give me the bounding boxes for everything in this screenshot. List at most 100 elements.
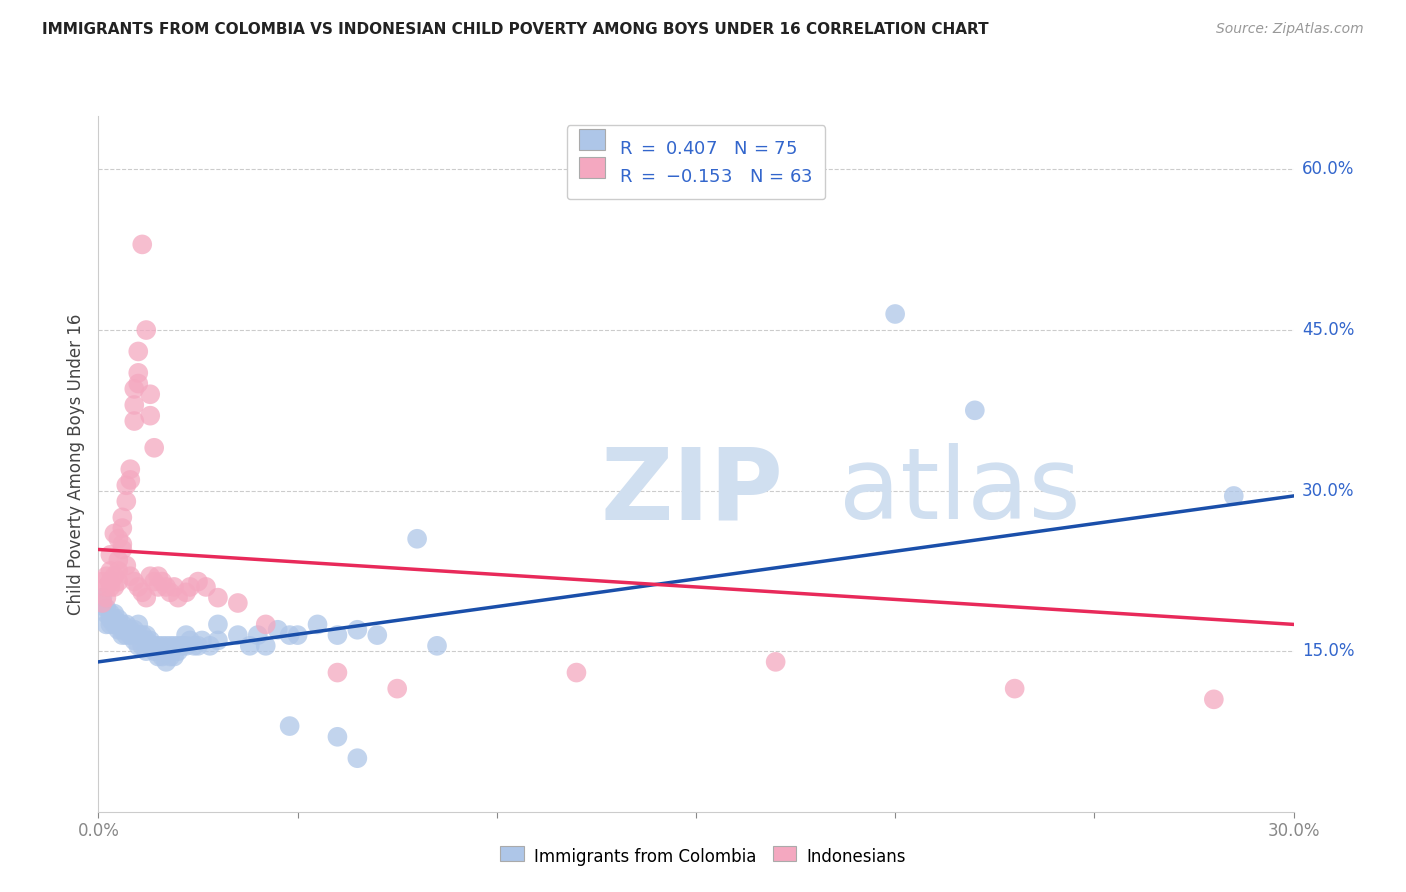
Point [96, 580, 118, 594]
Point [127, 580, 149, 594]
Point [115, 494, 138, 508]
Point [179, 633, 201, 648]
Point [148, 649, 170, 664]
Point [139, 639, 162, 653]
Point [187, 639, 209, 653]
Point [96, 591, 118, 605]
Text: Source: ZipAtlas.com: Source: ZipAtlas.com [1216, 22, 1364, 37]
Point [187, 574, 209, 589]
Point [124, 623, 146, 637]
Text: 15.0%: 15.0% [1302, 642, 1354, 660]
Point [254, 639, 277, 653]
Point [98, 548, 122, 562]
Point [98, 617, 122, 632]
Point [124, 382, 146, 396]
Point [207, 617, 229, 632]
Point [107, 564, 129, 578]
Point [131, 639, 153, 653]
Point [107, 623, 129, 637]
Point [167, 591, 190, 605]
Point [159, 585, 181, 599]
Point [115, 558, 138, 573]
Point [127, 344, 149, 359]
Point [155, 580, 177, 594]
Point [174, 639, 197, 653]
Text: 60.0%: 60.0% [1302, 161, 1354, 178]
Point [107, 617, 129, 632]
Point [107, 612, 129, 626]
Point [96, 601, 118, 615]
Point [111, 617, 134, 632]
Point [191, 633, 214, 648]
Point [103, 580, 125, 594]
Point [111, 510, 134, 524]
Point [207, 591, 229, 605]
Point [103, 569, 125, 583]
Point [115, 623, 138, 637]
Point [135, 644, 157, 658]
Point [194, 580, 218, 594]
Point [143, 644, 166, 658]
Point [111, 542, 134, 557]
Point [91, 596, 114, 610]
Point [111, 521, 134, 535]
Point [366, 628, 388, 642]
Point [406, 532, 429, 546]
Point [198, 639, 221, 653]
Point [159, 639, 181, 653]
Point [120, 569, 142, 583]
Point [127, 628, 149, 642]
Text: atlas: atlas [839, 443, 1081, 541]
Point [267, 623, 290, 637]
Point [148, 580, 170, 594]
Point [148, 639, 170, 653]
Point [98, 612, 122, 626]
Point [346, 751, 368, 765]
Point [103, 526, 125, 541]
Point [150, 574, 173, 589]
Point [127, 376, 149, 391]
Point [107, 532, 129, 546]
Point [150, 649, 173, 664]
Point [326, 730, 349, 744]
Point [103, 607, 125, 621]
Point [226, 596, 249, 610]
Point [143, 441, 166, 455]
Point [385, 681, 409, 696]
Point [98, 574, 122, 589]
Point [124, 633, 146, 648]
Point [159, 649, 181, 664]
Point [127, 366, 149, 380]
Point [174, 628, 197, 642]
Point [326, 628, 349, 642]
Text: ZIP: ZIP [600, 443, 783, 541]
Point [143, 574, 166, 589]
Point [163, 649, 186, 664]
Point [124, 574, 146, 589]
Point [135, 591, 157, 605]
Point [163, 639, 186, 653]
Point [91, 574, 114, 589]
Point [326, 665, 349, 680]
Point [127, 617, 149, 632]
Text: IMMIGRANTS FROM COLOMBIA VS INDONESIAN CHILD POVERTY AMONG BOYS UNDER 16 CORRELA: IMMIGRANTS FROM COLOMBIA VS INDONESIAN C… [42, 22, 988, 37]
Point [239, 639, 262, 653]
Point [120, 628, 142, 642]
Point [111, 623, 134, 637]
Point [120, 462, 142, 476]
Point [884, 307, 907, 321]
Y-axis label: Child Poverty Among Boys Under 16: Child Poverty Among Boys Under 16 [67, 313, 86, 615]
Point [426, 639, 449, 653]
Point [98, 580, 122, 594]
Point [124, 414, 146, 428]
Point [307, 617, 329, 632]
Point [131, 585, 153, 599]
Point [963, 403, 986, 417]
Point [131, 628, 153, 642]
Point [172, 639, 194, 653]
Point [135, 628, 157, 642]
Point [226, 628, 249, 642]
Point [278, 719, 301, 733]
Point [565, 665, 588, 680]
Point [139, 633, 162, 648]
